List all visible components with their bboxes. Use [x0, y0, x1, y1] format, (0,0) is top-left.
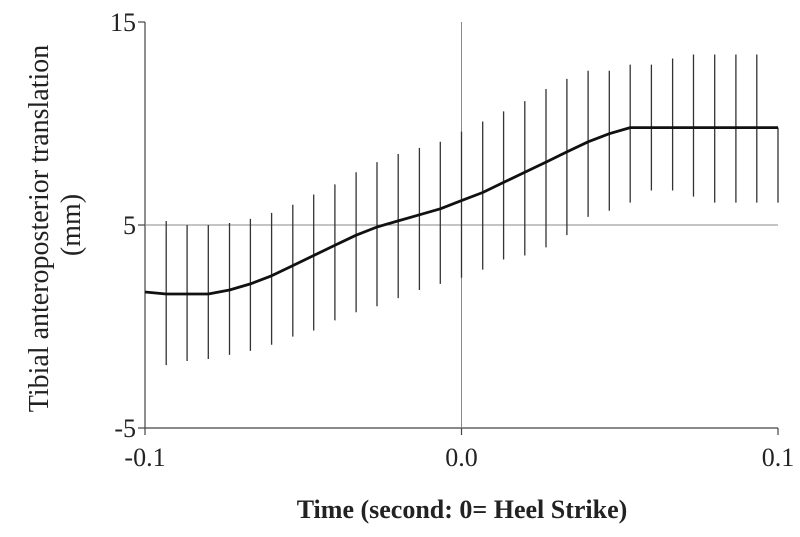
y-axis-label-line1: Tibial anteroposterior translation [24, 45, 55, 413]
axis-ticks [138, 21, 779, 435]
x-tick-label: 0.0 [445, 443, 478, 472]
plot-area [138, 21, 779, 435]
x-tick-label: -0.1 [124, 443, 165, 472]
x-axis-label: Time (second: 0= Heel Strike) [297, 495, 628, 524]
tick-labels: -5 5 15 -0.1 0.0 0.1 [110, 8, 794, 472]
series-line [144, 126, 778, 296]
y-axis-label-line2: (mm) [56, 194, 87, 256]
x-tick-label: 0.1 [762, 443, 795, 472]
y-tick-label: 5 [123, 211, 136, 240]
y-tick-label: 15 [110, 8, 136, 37]
error-bars [165, 54, 779, 366]
y-axis-label: Tibial anteroposterior translation (mm) [24, 38, 87, 413]
y-tick-label: -5 [114, 414, 136, 443]
